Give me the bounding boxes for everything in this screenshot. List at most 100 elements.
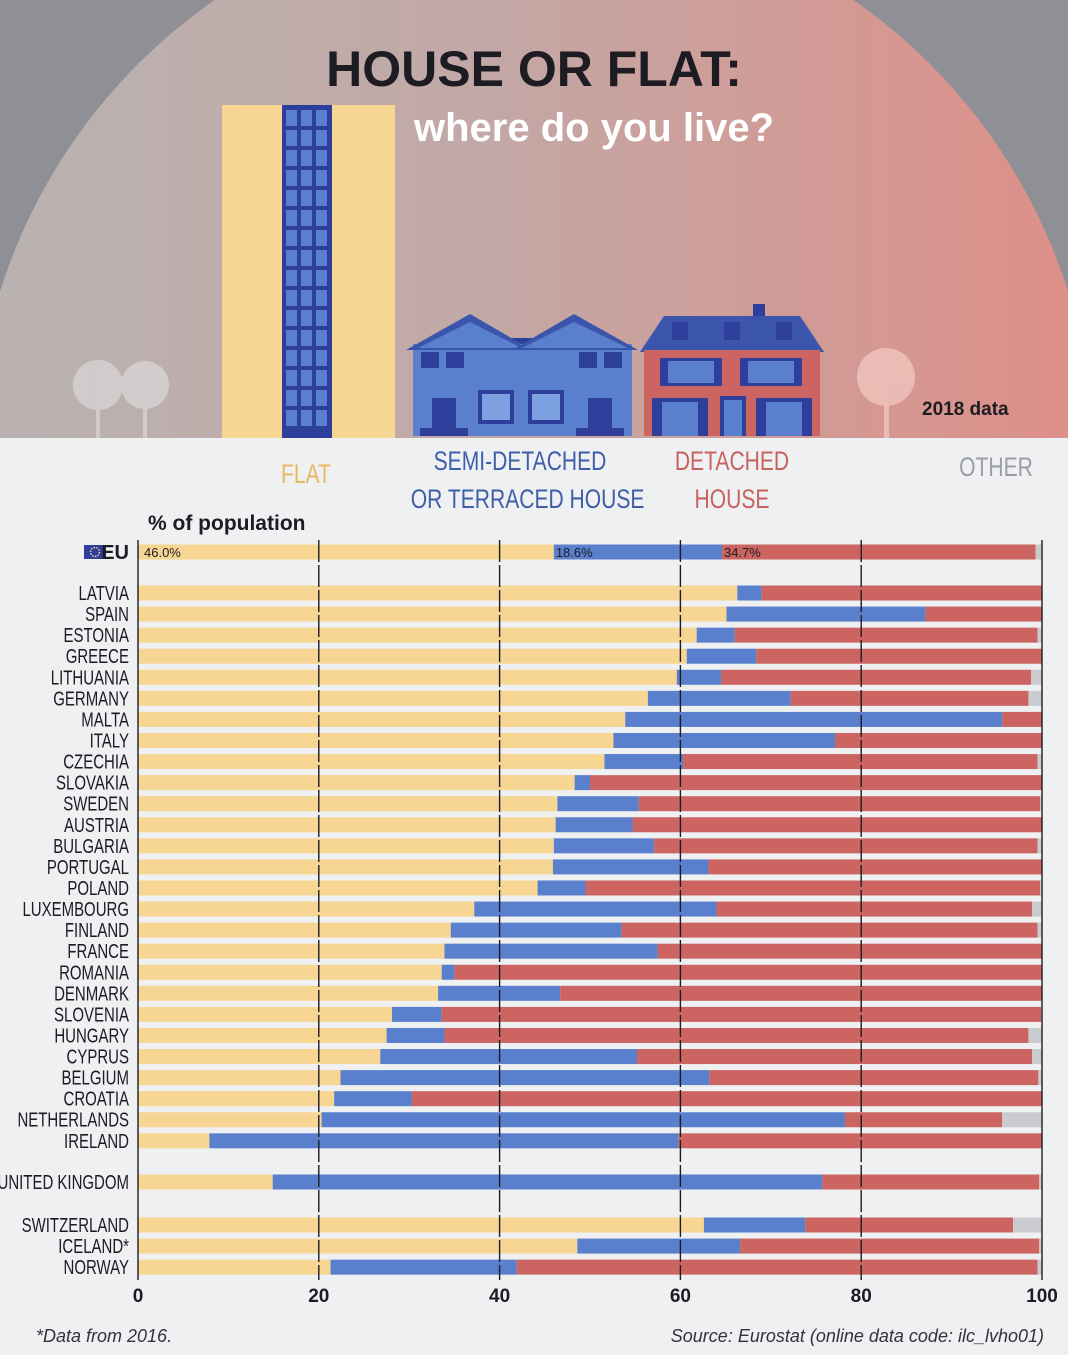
bar-slovenia-semi (392, 1006, 442, 1022)
bar-france-detached (657, 943, 1042, 959)
legend-semi-line2: OR TERRACED HOUSE (410, 484, 645, 514)
bar-lithuania-flat (138, 669, 677, 685)
row-label-lithuania: LITHUANIA (51, 666, 129, 689)
row-label-slovakia: SLOVAKIA (56, 772, 129, 795)
legend-detached-line2: HOUSE (694, 484, 770, 514)
bar-poland-other (1040, 880, 1042, 896)
bar-finland-semi (450, 922, 622, 938)
bar-hungary-other (1028, 1027, 1042, 1043)
bar-sweden-semi (557, 796, 639, 812)
bar-czechia-detached (683, 754, 1038, 770)
bar-austria-detached (632, 817, 1042, 833)
bar-netherlands-other (1002, 1112, 1042, 1128)
row-label-united-kingdom: UNITED KINGDOM (0, 1171, 129, 1194)
bar-slovenia-detached (441, 1006, 1042, 1022)
bar-bulgaria-flat (138, 838, 554, 854)
row-label-luxembourg: LUXEMBOURG (22, 898, 129, 921)
legend-flat-text: FLAT (281, 459, 331, 489)
bar-slovenia-flat (138, 1006, 393, 1022)
row-label-hungary: HUNGARY (54, 1024, 129, 1047)
bar-cyprus-semi (380, 1049, 638, 1065)
bar-netherlands-semi (321, 1112, 845, 1128)
bar-romania-flat (138, 964, 442, 980)
bar-sweden-other (1040, 796, 1042, 812)
legend-other-text: OTHER (959, 452, 1033, 482)
bar-greece-flat (138, 648, 687, 664)
bar-estonia-detached (734, 627, 1038, 643)
eu-flat-value-label: 46.0% (144, 545, 181, 560)
bar-luxembourg-semi (474, 901, 717, 917)
bar-cyprus-flat (138, 1049, 381, 1065)
bar-eu-other (1035, 544, 1042, 560)
legend-flat: FLAT (259, 455, 353, 493)
bar-iceland-detached (740, 1238, 1040, 1254)
bar-belgium-semi (340, 1070, 710, 1086)
bar-slovakia-semi (574, 775, 590, 791)
bar-poland-detached (585, 880, 1041, 896)
bar-luxembourg-flat (138, 901, 475, 917)
bar-cyprus-other (1032, 1049, 1042, 1065)
chart-subtitle: where do you live? (414, 106, 775, 150)
bar-spain-flat (138, 606, 727, 622)
bar-norway-detached (516, 1259, 1038, 1275)
row-label-croatia: CROATIA (64, 1088, 130, 1111)
row-label-norway: NORWAY (64, 1256, 130, 1279)
bar-poland-flat (138, 880, 538, 896)
bar-romania-semi (441, 964, 455, 980)
row-label-ireland: IRELAND (64, 1130, 129, 1153)
bar-hungary-semi (386, 1027, 445, 1043)
row-label-eu: EU (101, 542, 129, 564)
bar-cyprus-detached (637, 1049, 1033, 1065)
bar-netherlands-detached (844, 1112, 1003, 1128)
bar-latvia-semi (737, 585, 762, 601)
row-label-malta: MALTA (81, 708, 129, 731)
eu-detached-value-label: 34.7% (724, 545, 761, 560)
bar-finland-other (1037, 922, 1042, 938)
bar-romania-detached (454, 964, 1042, 980)
tree-icon-left (73, 360, 169, 438)
bar-malta-semi (625, 711, 1003, 727)
bar-ireland-flat (138, 1133, 210, 1149)
row-label-denmark: DENMARK (54, 982, 129, 1005)
bar-united-kingdom-other (1039, 1174, 1042, 1190)
bar-germany-detached (790, 690, 1029, 706)
flat-building-icon (222, 105, 395, 438)
bar-switzerland-flat (138, 1217, 704, 1233)
bar-greece-semi (686, 648, 757, 664)
row-label-germany: GERMANY (53, 687, 129, 710)
bar-united-kingdom-flat (138, 1174, 273, 1190)
bar-estonia-flat (138, 627, 697, 643)
bar-finland-detached (621, 922, 1038, 938)
bar-ireland-semi (209, 1133, 679, 1149)
source-note: Source: Eurostat (online data code: ilc_… (670, 1326, 1044, 1346)
bar-portugal-detached (708, 859, 1042, 875)
footnote: *Data from 2016. (36, 1326, 173, 1346)
legend-other: OTHER (949, 448, 1043, 486)
bar-bulgaria-other (1037, 838, 1042, 854)
bar-switzerland-semi (703, 1217, 806, 1233)
row-label-greece: GREECE (66, 645, 129, 668)
bar-austria-flat (138, 817, 556, 833)
bar-belgium-detached (709, 1070, 1039, 1086)
bar-greece-detached (756, 648, 1042, 664)
row-label-austria: AUSTRIA (64, 814, 129, 837)
bar-portugal-flat (138, 859, 553, 875)
bar-latvia-detached (761, 585, 1042, 601)
eu-flag-stars (89, 546, 101, 558)
row-label-slovenia: SLOVENIA (54, 1003, 129, 1026)
bar-switzerland-other (1013, 1217, 1042, 1233)
bar-denmark-flat (138, 985, 439, 1001)
bar-germany-flat (138, 690, 648, 706)
bar-estonia-other (1037, 627, 1042, 643)
row-label-netherlands: NETHERLANDS (17, 1109, 129, 1132)
bar-malta-flat (138, 711, 626, 727)
legend-detached-line1: DETACHED (674, 446, 790, 476)
semi-detached-house-icon (406, 314, 638, 436)
bar-italy-detached (834, 732, 1042, 748)
bar-spain-semi (726, 606, 926, 622)
bar-bulgaria-detached (654, 838, 1038, 854)
bar-bulgaria-semi (553, 838, 655, 854)
bar-iceland-other (1039, 1238, 1042, 1254)
bar-norway-flat (138, 1259, 331, 1275)
